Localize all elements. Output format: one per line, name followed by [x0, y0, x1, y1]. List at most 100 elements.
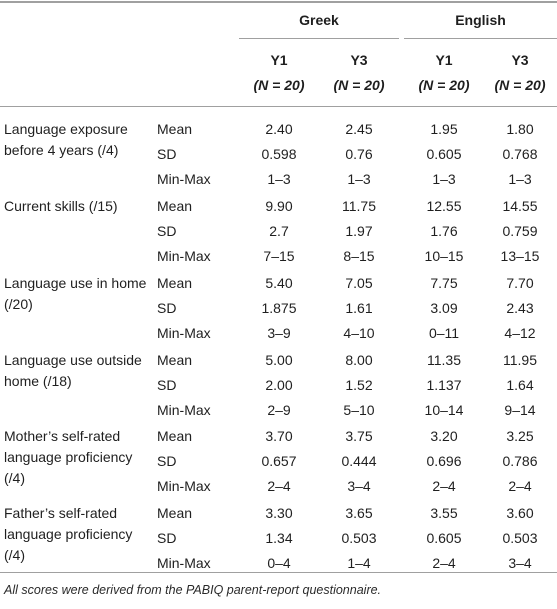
stat-label: SD [157, 453, 177, 469]
table-cell: 8.00 [345, 352, 373, 368]
table-cell: 0.503 [341, 530, 377, 546]
stat-label: SD [157, 530, 177, 546]
table-cell: 1.52 [345, 377, 373, 393]
stat-label: Min-Max [157, 325, 211, 341]
table-cell: 0.696 [426, 453, 462, 469]
table-cell: 7.75 [430, 275, 458, 291]
stat-label: Mean [157, 121, 193, 137]
table-cell: 0.605 [426, 146, 462, 162]
table-cell: 12.55 [426, 198, 462, 214]
table-cell: 2–4 [267, 478, 291, 494]
table-cell: 9–14 [504, 402, 536, 418]
table-footnote: All scores were derived from the PABIQ p… [4, 583, 382, 597]
table-cell: 1–3 [347, 171, 371, 187]
stat-label: Min-Max [157, 402, 211, 418]
table-cell: 10–15 [424, 248, 464, 264]
table-cell: 3.20 [430, 428, 458, 444]
stat-label: Min-Max [157, 171, 211, 187]
english-underline [404, 38, 557, 39]
col-year: Y3 [350, 52, 368, 68]
col-year: Y3 [511, 52, 529, 68]
table-cell: 3.55 [430, 505, 458, 521]
table-cell: 3.25 [506, 428, 534, 444]
table-cell: 3.70 [265, 428, 293, 444]
table-cell: 0.444 [341, 453, 377, 469]
stat-label: Mean [157, 505, 193, 521]
table-cell: 2–4 [432, 555, 456, 571]
table-cell: 2.7 [269, 223, 289, 239]
table-cell: 3–4 [508, 555, 532, 571]
table-cell: 1.61 [345, 300, 373, 316]
table-cell: 2–9 [267, 402, 291, 418]
table-cell: 1.76 [430, 223, 458, 239]
variable-label: Language use in home (/20) [4, 275, 147, 312]
table-cell: 1.875 [261, 300, 297, 316]
table-cell: 7.70 [506, 275, 534, 291]
bottom-rule [0, 572, 557, 573]
table-cell: 11.75 [342, 198, 376, 214]
col-n: (N = 20) [333, 77, 385, 93]
stat-label: Mean [157, 275, 193, 291]
table-cell: 4–10 [343, 325, 375, 341]
col-n: (N = 20) [418, 77, 470, 93]
table-cell: 0.759 [502, 223, 538, 239]
table-cell: 2.43 [506, 300, 534, 316]
greek-underline [239, 38, 399, 39]
col-n: (N = 20) [494, 77, 546, 93]
table-cell: 2.45 [345, 121, 373, 137]
table-cell: 1–4 [347, 555, 371, 571]
table-cell: 3.65 [345, 505, 373, 521]
table-cell: 1.34 [265, 530, 293, 546]
group-header-greek: Greek [299, 12, 339, 28]
table-cell: 3.09 [430, 300, 458, 316]
table-cell: 7–15 [263, 248, 295, 264]
table-cell: 13–15 [500, 248, 540, 264]
table-cell: 11.95 [503, 352, 537, 368]
table-cell: 5.40 [265, 275, 293, 291]
table-cell: 4–12 [504, 325, 536, 341]
table-cell: 2–4 [508, 478, 532, 494]
stat-label: Mean [157, 198, 193, 214]
variable-label: Language exposure before 4 years (/4) [4, 121, 128, 158]
table-cell: 1.80 [506, 121, 534, 137]
table-cell: 9.90 [265, 198, 293, 214]
variable-label: Current skills (/15) [4, 198, 118, 214]
table-cell: 3.30 [265, 505, 293, 521]
variable-label: Father’s self-rated language proficiency… [4, 505, 133, 563]
stat-label: SD [157, 146, 177, 162]
stat-label: SD [157, 223, 177, 239]
stat-label: Min-Max [157, 555, 211, 571]
col-n: (N = 20) [253, 77, 305, 93]
stat-label: Min-Max [157, 478, 211, 494]
table-cell: 0.768 [502, 146, 538, 162]
table-cell: 3–4 [347, 478, 371, 494]
table-cell: 2.00 [265, 377, 293, 393]
variable-label: Language use outside home (/18) [4, 352, 142, 389]
table-cell: 3–9 [267, 325, 291, 341]
table-cell: 0–11 [428, 325, 460, 341]
table-cell: 0.76 [345, 146, 373, 162]
table-cell: 0.786 [502, 453, 538, 469]
top-rule [0, 1, 557, 3]
header-rule [0, 106, 557, 107]
table-cell: 0.657 [261, 453, 297, 469]
col-year: Y1 [270, 52, 288, 68]
group-header-english: English [455, 12, 506, 28]
stat-label: SD [157, 300, 177, 316]
stat-label: SD [157, 377, 177, 393]
table-cell: 8–15 [343, 248, 375, 264]
table-cell: 0–4 [267, 555, 291, 571]
stat-label: Mean [157, 428, 193, 444]
table-cell: 1.64 [506, 377, 534, 393]
table-cell: 1–3 [432, 171, 456, 187]
table-cell: 1–3 [267, 171, 291, 187]
table-cell: 1.97 [345, 223, 373, 239]
table-cell: 3.60 [506, 505, 534, 521]
table-cell: 0.605 [426, 530, 462, 546]
table-cell: 3.75 [345, 428, 373, 444]
table-cell: 7.05 [345, 275, 373, 291]
stat-label: Mean [157, 352, 193, 368]
stat-label: Min-Max [157, 248, 211, 264]
table-cell: 5.00 [265, 352, 293, 368]
